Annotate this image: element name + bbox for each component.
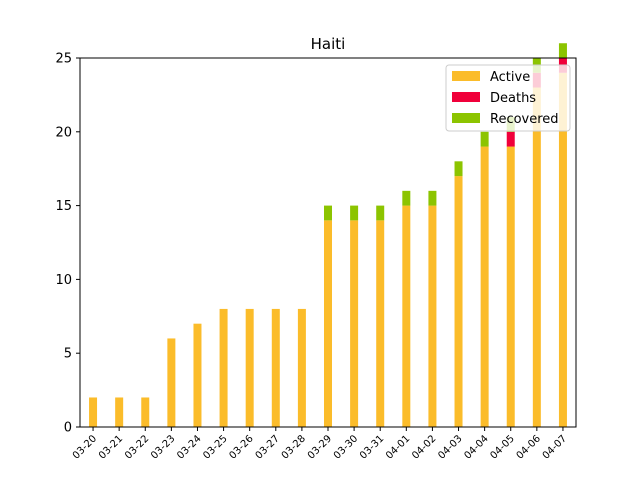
bar-active-03-28 — [297, 308, 306, 427]
bar-active-04-04 — [480, 146, 489, 427]
x-tick-label: 04-07 — [541, 433, 569, 461]
bar-recovered-03-29 — [324, 205, 332, 221]
y-axis: 0 5 10 15 20 25 — [55, 52, 80, 436]
legend-swatch-deaths — [452, 92, 480, 102]
x-tick-label: 04-04 — [462, 433, 490, 461]
x-tick-label: 03-29 — [306, 433, 334, 461]
bar-active-03-26 — [245, 308, 254, 427]
plot-frame — [79, 57, 577, 428]
x-tick-label: 03-24 — [175, 433, 203, 461]
y-tick-label: 20 — [55, 125, 72, 140]
bar-deaths-04-05 — [506, 131, 515, 147]
y-tick-label: 0 — [64, 421, 72, 436]
bar-active-04-07 — [558, 72, 567, 427]
bar-recovered-04-02 — [428, 190, 437, 206]
y-tick-label: 5 — [64, 347, 72, 362]
legend-swatch-recovered — [452, 113, 480, 123]
x-tick-label: 03-22 — [123, 433, 151, 461]
bar-active-04-05 — [506, 146, 515, 427]
bar-active-04-01 — [402, 205, 411, 427]
bar-active-03-31 — [376, 220, 385, 427]
bar-recovered-03-31 — [376, 205, 385, 221]
x-tick-label: 03-31 — [358, 433, 386, 461]
x-tick-label: 04-01 — [384, 433, 412, 461]
bar-active-04-03 — [454, 176, 463, 427]
bar-active-03-27 — [271, 308, 280, 427]
x-tick-label: 03-28 — [280, 433, 308, 461]
y-tick-label: 25 — [55, 52, 72, 67]
y-tick-label: 15 — [55, 199, 72, 214]
chart-title: Haiti — [311, 35, 346, 53]
bar-active-03-30 — [350, 220, 359, 427]
bar-active-03-21 — [115, 397, 124, 427]
x-tick-label: 04-05 — [489, 433, 517, 461]
bar-active-04-06 — [532, 87, 541, 428]
x-tick-label: 03-21 — [97, 433, 125, 461]
bar-active-04-02 — [428, 205, 437, 427]
legend-label-active: Active — [490, 70, 530, 85]
x-tick-label: 03-27 — [254, 433, 282, 461]
bar-recovered-04-07 — [558, 43, 567, 58]
bar-active-03-24 — [193, 323, 202, 427]
y-tick-label: 10 — [55, 273, 72, 288]
bar-active-03-23 — [167, 338, 176, 427]
legend: Active Deaths Recovered — [445, 64, 571, 132]
x-tick-label: 03-30 — [332, 433, 360, 461]
bar-recovered-04-03 — [454, 161, 463, 177]
bar-active-03-20 — [89, 397, 98, 427]
bar-active-03-22 — [141, 397, 150, 427]
bars-group — [89, 43, 567, 428]
legend-label-recovered: Recovered — [490, 112, 559, 127]
x-tick-label: 03-20 — [71, 433, 99, 461]
x-tick-label: 04-02 — [410, 433, 438, 461]
x-tick-label: 03-23 — [149, 433, 177, 461]
legend-swatch-active — [452, 71, 480, 81]
x-axis: 03-2003-2103-2203-2303-2403-2503-2603-27… — [71, 427, 569, 462]
bar-active-03-29 — [324, 220, 332, 427]
bar-recovered-04-04 — [480, 131, 489, 147]
legend-label-deaths: Deaths — [490, 91, 536, 106]
x-tick-label: 04-06 — [515, 433, 543, 461]
bar-recovered-03-30 — [350, 205, 359, 221]
bar-active-03-25 — [219, 308, 228, 427]
bar-recovered-04-01 — [402, 190, 411, 206]
x-tick-label: 03-26 — [227, 433, 255, 461]
x-tick-label: 04-03 — [436, 433, 464, 461]
x-tick-label: 03-25 — [201, 433, 229, 461]
